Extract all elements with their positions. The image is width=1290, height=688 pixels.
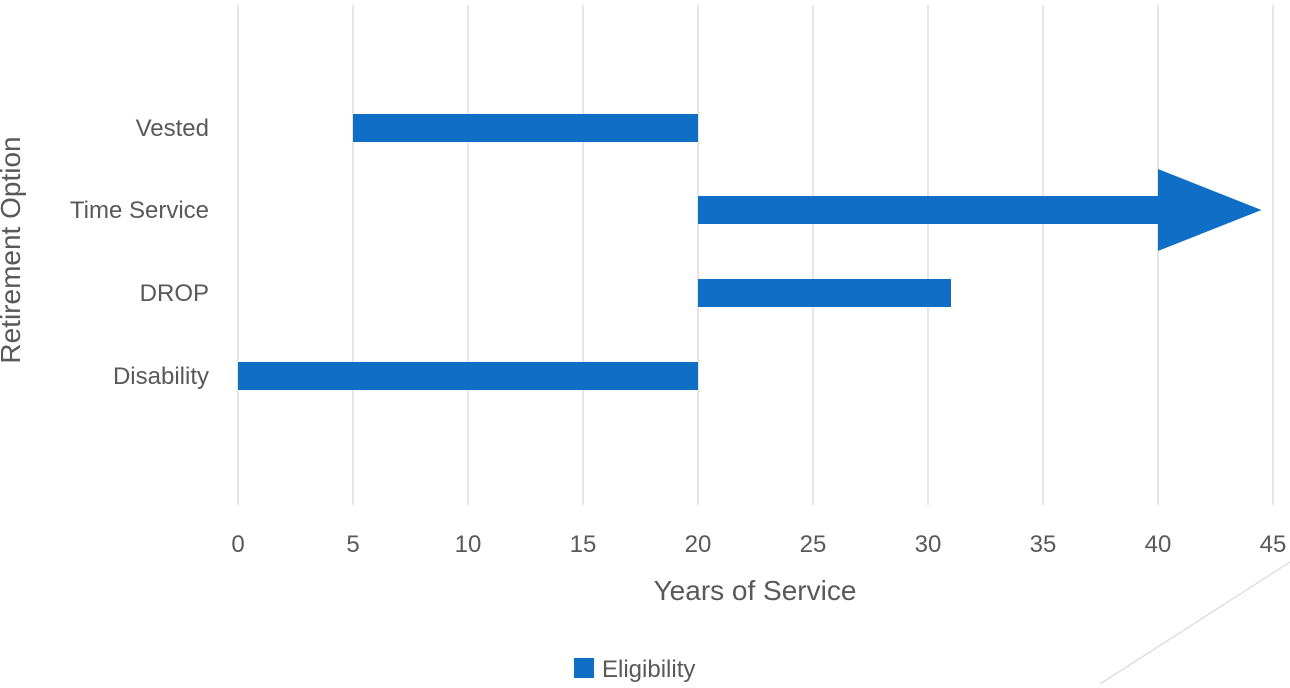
- x-tick-label-45: 45: [1260, 531, 1287, 558]
- decorative-corner-line: [1099, 561, 1290, 685]
- x-tick-labels: 0 5 10 15 20 25 30 35 40 45: [231, 531, 1286, 558]
- category-labels: Vested Time Service DROP Disability: [70, 115, 209, 390]
- bar-disability: [238, 362, 698, 390]
- x-tick-label-20: 20: [685, 531, 712, 558]
- legend-label: Eligibility: [602, 656, 695, 683]
- gridlines: [237, 5, 1274, 505]
- category-label-disability: Disability: [113, 363, 209, 390]
- category-label-vested: Vested: [136, 115, 209, 142]
- bars: [238, 114, 1262, 390]
- x-tick-label-5: 5: [346, 531, 359, 558]
- bar-drop: [698, 279, 951, 307]
- y-axis-title: Retirement Option: [0, 136, 26, 363]
- bar-time-service: [698, 169, 1262, 251]
- bar-vested: [353, 114, 698, 142]
- x-tick-label-0: 0: [231, 531, 244, 558]
- category-label-time-service: Time Service: [70, 197, 209, 224]
- legend-swatch: [574, 658, 594, 678]
- x-tick-label-30: 30: [915, 531, 942, 558]
- category-label-drop: DROP: [140, 280, 209, 307]
- x-tick-label-40: 40: [1145, 531, 1172, 558]
- x-tick-label-10: 10: [455, 531, 482, 558]
- x-tick-label-35: 35: [1030, 531, 1057, 558]
- x-axis-title: Years of Service: [654, 575, 857, 606]
- x-tick-label-15: 15: [570, 531, 597, 558]
- legend: Eligibility: [574, 656, 695, 683]
- x-tick-label-25: 25: [800, 531, 827, 558]
